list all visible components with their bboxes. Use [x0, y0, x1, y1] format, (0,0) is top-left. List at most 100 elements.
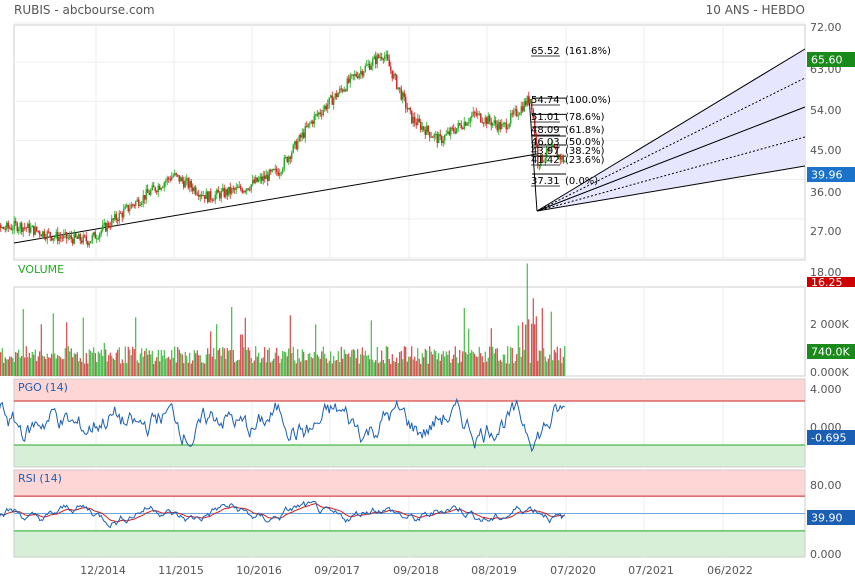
bearish-candle	[277, 172, 279, 176]
rsi-tick-label: 80.00	[810, 479, 842, 492]
bullish-candle	[93, 232, 95, 236]
bullish-candle	[322, 109, 324, 115]
bearish-candle	[432, 136, 434, 138]
bullish-candle	[1, 227, 3, 229]
bullish-candle	[466, 123, 468, 126]
bearish-candle	[51, 236, 53, 241]
volume-badge-label: 740.0K	[811, 346, 850, 359]
bullish-candle	[186, 178, 188, 181]
pgo-badge	[807, 430, 855, 445]
bearish-candle	[148, 192, 150, 195]
fan-line-161	[536, 48, 806, 212]
bearish-candle	[154, 187, 156, 192]
bearish-candle	[436, 133, 438, 144]
high-badge-label: 65.60	[811, 54, 843, 67]
bullish-candle	[444, 135, 446, 141]
bearish-candle	[345, 89, 347, 91]
bullish-candle	[42, 231, 44, 237]
bullish-candle	[220, 190, 222, 199]
bullish-candle	[139, 204, 141, 206]
bullish-candle	[468, 122, 470, 124]
bearish-candle	[348, 78, 350, 83]
bearish-candle	[499, 122, 501, 130]
bearish-candle	[409, 107, 411, 111]
bearish-candle	[241, 189, 243, 193]
bearish-candle	[244, 191, 246, 193]
rsi-lines	[0, 500, 565, 529]
bearish-candle	[511, 113, 513, 115]
fan-line-0	[536, 165, 806, 212]
bearish-candle	[21, 223, 23, 232]
bearish-candle	[295, 141, 297, 150]
bullish-candle	[174, 173, 176, 176]
bearish-candle	[112, 218, 114, 220]
bearish-candle	[381, 56, 383, 59]
bearish-candle	[342, 89, 344, 92]
pgo-oversold-zone	[14, 445, 805, 467]
bullish-candle	[385, 54, 387, 57]
bearish-candle	[403, 92, 405, 97]
bearish-candle	[153, 185, 155, 188]
bullish-candle	[90, 241, 92, 244]
fib-level-value: 43.97	[531, 146, 560, 157]
bearish-candle	[144, 195, 146, 200]
bullish-candle	[157, 185, 159, 193]
bearish-candle	[256, 177, 258, 182]
bearish-candle	[253, 179, 255, 183]
bullish-candle	[189, 181, 191, 188]
bullish-candle	[564, 161, 566, 163]
bullish-candle	[106, 222, 108, 232]
fib-level-value: 37.31	[531, 176, 560, 187]
bullish-candle	[285, 157, 287, 159]
bullish-candle	[402, 92, 404, 100]
bearish-candle	[388, 59, 390, 67]
bullish-candle	[301, 132, 303, 138]
bullish-candle	[310, 121, 312, 124]
bullish-candle	[291, 152, 293, 159]
pgo-badge-label: -0.695	[811, 432, 846, 445]
pgo-line	[0, 397, 565, 453]
bullish-candle	[166, 177, 168, 182]
bullish-candle	[114, 214, 116, 220]
bearish-candle	[331, 95, 333, 105]
bearish-candle	[270, 170, 272, 172]
bullish-candle	[426, 125, 428, 135]
bullish-candle	[463, 121, 465, 129]
bearish-candle	[195, 187, 197, 194]
bullish-candle	[69, 235, 71, 238]
high-badge	[807, 52, 855, 67]
price-tick-label: 36.00	[810, 186, 842, 199]
pgo-overbought-zone	[14, 379, 805, 402]
bearish-candle	[249, 189, 251, 191]
bullish-candle	[307, 123, 309, 127]
bullish-candle	[519, 113, 521, 116]
bearish-candle	[132, 204, 134, 206]
bullish-candle	[99, 233, 101, 239]
bearish-candle	[481, 121, 483, 123]
bearish-candle	[415, 122, 417, 125]
pgo-tick-label: 4.000	[810, 383, 842, 396]
bullish-candle	[91, 235, 93, 242]
bullish-candle	[408, 107, 410, 110]
rsi-series-line	[0, 500, 565, 529]
bullish-candle	[78, 234, 80, 239]
bearish-candle	[474, 111, 476, 113]
rsi-title: RSI (14)	[18, 472, 62, 485]
bearish-candle	[303, 132, 305, 138]
fan-line-61	[536, 106, 806, 212]
bearish-candle	[276, 168, 278, 173]
rsi-overbought-zone	[14, 470, 805, 497]
bullish-candle	[228, 186, 230, 196]
bearish-candle	[201, 194, 203, 196]
bearish-candle	[109, 226, 111, 228]
fib-level-value: 54.74	[531, 95, 560, 106]
bullish-candle	[339, 88, 341, 94]
bearish-candle	[483, 122, 485, 124]
bullish-candle	[216, 189, 218, 195]
fib-level-percent: (78.6%)	[565, 112, 605, 123]
bearish-candle	[43, 231, 45, 238]
bullish-candle	[372, 59, 374, 66]
bearish-candle	[411, 110, 413, 124]
bearish-candle	[115, 214, 117, 220]
bullish-candle	[397, 87, 399, 89]
